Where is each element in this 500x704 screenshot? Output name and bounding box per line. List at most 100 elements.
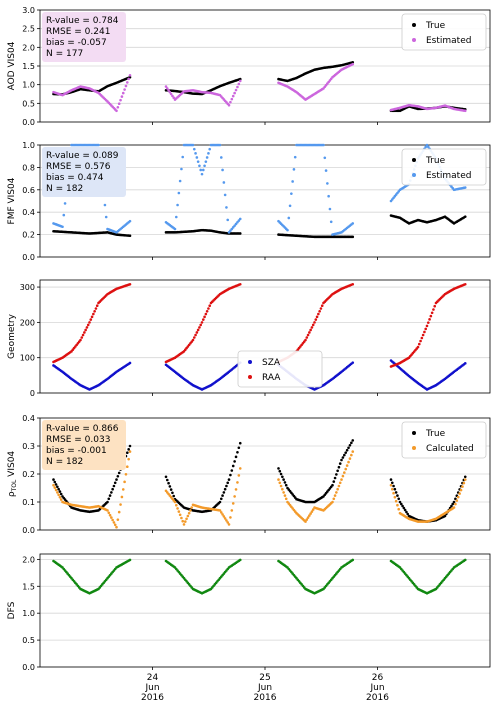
data-point xyxy=(86,323,90,327)
data-point xyxy=(305,518,309,521)
data-point xyxy=(283,494,287,497)
stats-line: RMSE = 0.241 xyxy=(46,27,110,37)
data-point xyxy=(116,105,120,109)
data-point xyxy=(117,471,121,475)
data-point xyxy=(229,473,232,477)
legend-label: Calculated xyxy=(426,444,474,454)
data-point xyxy=(322,143,325,147)
data-point xyxy=(397,507,401,511)
data-point xyxy=(341,474,345,478)
data-point xyxy=(59,498,63,501)
data-point xyxy=(110,516,113,519)
data-point xyxy=(59,492,63,496)
data-point xyxy=(311,508,315,511)
data-point xyxy=(230,97,234,101)
data-point xyxy=(394,491,398,494)
data-point xyxy=(310,326,314,329)
stats-box xyxy=(42,12,126,62)
data-point xyxy=(120,495,124,499)
data-point xyxy=(284,497,288,501)
data-point xyxy=(128,558,132,562)
data-point xyxy=(127,77,130,81)
data-point xyxy=(165,87,169,90)
data-point xyxy=(117,102,121,106)
data-point xyxy=(463,362,467,365)
data-point xyxy=(392,484,395,488)
data-point xyxy=(238,558,242,562)
data-point xyxy=(344,451,348,454)
data-point xyxy=(187,511,191,515)
series-true xyxy=(52,60,467,113)
data-point xyxy=(317,312,320,316)
data-point xyxy=(89,318,93,321)
data-point xyxy=(103,203,107,207)
y-tick-label: 0.4 xyxy=(22,414,35,423)
data-point xyxy=(309,328,312,332)
data-point xyxy=(194,152,197,155)
legend: True Estimated xyxy=(401,148,487,186)
data-point xyxy=(394,499,398,503)
data-point xyxy=(227,478,231,481)
data-point xyxy=(222,515,226,518)
data-point xyxy=(169,92,173,96)
data-point xyxy=(238,282,242,286)
data-point xyxy=(119,503,122,506)
stats-line: N = 177 xyxy=(46,49,83,59)
data-point xyxy=(221,513,224,516)
data-point xyxy=(234,488,238,491)
data-point xyxy=(310,510,314,513)
data-point xyxy=(459,488,463,492)
data-point xyxy=(195,331,199,334)
data-point xyxy=(56,485,59,489)
y-axis-label: DFS xyxy=(7,601,17,619)
data-point xyxy=(236,85,239,89)
data-point xyxy=(351,60,355,64)
y-tick-label: 0.5 xyxy=(22,99,35,108)
stats-line: R-value = 0.866 xyxy=(46,424,119,434)
x-tick-label: Jun xyxy=(144,683,159,693)
x-tick-label: Jun xyxy=(369,683,384,693)
data-point xyxy=(219,511,223,514)
data-point xyxy=(351,62,355,66)
data-point xyxy=(231,464,235,468)
data-point xyxy=(116,474,120,478)
data-point xyxy=(208,304,212,308)
data-point xyxy=(117,510,121,514)
legend-marker xyxy=(412,38,416,42)
data-point xyxy=(236,481,239,484)
y-tick-label: 0.6 xyxy=(22,186,35,195)
data-point xyxy=(127,457,130,461)
data-point xyxy=(313,321,316,324)
stats-line: bias = 0.474 xyxy=(46,173,104,183)
data-point xyxy=(402,506,406,510)
legend-frame xyxy=(237,350,323,388)
data-point xyxy=(314,318,318,321)
data-point xyxy=(424,145,428,149)
data-point xyxy=(167,481,170,485)
data-point xyxy=(277,467,280,470)
data-point xyxy=(186,514,190,518)
data-point xyxy=(292,168,296,171)
data-point xyxy=(111,518,114,522)
data-point xyxy=(113,481,117,485)
x-tick-label: 2016 xyxy=(254,693,277,703)
data-point xyxy=(344,467,348,471)
y-tick-label: 0.0 xyxy=(22,118,35,127)
data-point xyxy=(233,460,236,463)
data-point xyxy=(63,202,67,205)
data-point xyxy=(347,446,350,450)
y-tick-label: 2.0 xyxy=(22,43,35,52)
data-point xyxy=(343,453,346,457)
data-point xyxy=(463,215,467,218)
data-point xyxy=(420,336,424,340)
data-point xyxy=(278,469,282,473)
panel-geometry: 0 100 200 300 Geometry SZA RAA xyxy=(7,279,491,398)
data-point xyxy=(283,481,287,484)
data-point xyxy=(171,491,174,495)
data-point xyxy=(451,502,455,506)
data-point xyxy=(425,324,429,328)
data-point xyxy=(326,182,329,185)
data-point xyxy=(201,318,205,321)
data-point xyxy=(348,457,352,460)
